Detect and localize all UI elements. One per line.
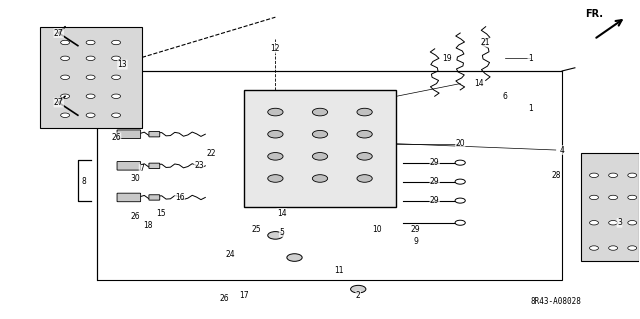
Text: 29: 29 (430, 196, 440, 205)
FancyBboxPatch shape (117, 130, 141, 138)
Circle shape (312, 175, 328, 182)
Text: 29: 29 (411, 225, 420, 234)
Circle shape (61, 40, 70, 45)
Circle shape (268, 130, 283, 138)
Circle shape (628, 195, 637, 200)
Circle shape (86, 94, 95, 99)
Text: 2: 2 (356, 291, 360, 300)
Text: 9: 9 (413, 237, 418, 246)
Circle shape (86, 75, 95, 79)
Text: 26: 26 (131, 212, 140, 221)
Polygon shape (244, 90, 396, 207)
Text: 26: 26 (111, 133, 121, 142)
Circle shape (589, 195, 598, 200)
Text: 7: 7 (139, 165, 144, 174)
Circle shape (357, 152, 372, 160)
Polygon shape (581, 153, 639, 261)
Circle shape (86, 113, 95, 117)
Circle shape (609, 173, 618, 178)
Text: 12: 12 (271, 44, 280, 53)
Circle shape (61, 113, 70, 117)
Text: 14: 14 (474, 79, 484, 88)
Circle shape (609, 195, 618, 200)
Text: 28: 28 (551, 171, 561, 180)
Circle shape (455, 179, 465, 184)
Text: 24: 24 (226, 250, 236, 259)
Circle shape (455, 198, 465, 203)
Text: 1: 1 (528, 54, 532, 63)
Circle shape (351, 286, 366, 293)
Circle shape (357, 175, 372, 182)
Text: 29: 29 (430, 177, 440, 186)
FancyBboxPatch shape (117, 161, 141, 170)
Circle shape (312, 130, 328, 138)
Circle shape (287, 254, 302, 261)
Circle shape (61, 94, 70, 99)
Circle shape (589, 173, 598, 178)
Circle shape (111, 75, 120, 79)
Text: 8: 8 (82, 177, 86, 186)
Text: 11: 11 (334, 266, 344, 275)
Text: 16: 16 (175, 193, 184, 202)
Circle shape (609, 246, 618, 250)
Circle shape (86, 40, 95, 45)
Text: 27: 27 (54, 28, 63, 38)
Text: 15: 15 (156, 209, 166, 218)
Circle shape (357, 130, 372, 138)
Circle shape (589, 220, 598, 225)
Text: 26: 26 (220, 294, 229, 303)
Text: 14: 14 (277, 209, 287, 218)
Text: 20: 20 (456, 139, 465, 148)
Text: 25: 25 (252, 225, 261, 234)
Circle shape (111, 40, 120, 45)
Text: 3: 3 (617, 218, 622, 227)
Text: 10: 10 (372, 225, 382, 234)
Text: 22: 22 (207, 149, 216, 158)
Text: 1: 1 (528, 104, 532, 113)
Circle shape (111, 113, 120, 117)
Circle shape (61, 75, 70, 79)
Text: 5: 5 (279, 228, 284, 237)
Circle shape (268, 152, 283, 160)
Text: 17: 17 (239, 291, 248, 300)
Circle shape (455, 220, 465, 225)
Circle shape (609, 220, 618, 225)
Circle shape (312, 108, 328, 116)
FancyBboxPatch shape (149, 195, 160, 200)
Circle shape (111, 56, 120, 61)
Circle shape (268, 108, 283, 116)
Text: 27: 27 (54, 98, 63, 107)
Circle shape (628, 246, 637, 250)
Text: FR.: FR. (585, 9, 603, 19)
Text: 29: 29 (430, 158, 440, 167)
FancyBboxPatch shape (149, 131, 160, 137)
Text: 23: 23 (194, 161, 204, 170)
Circle shape (61, 56, 70, 61)
Text: 21: 21 (481, 38, 490, 47)
Circle shape (628, 173, 637, 178)
Polygon shape (40, 27, 141, 128)
Text: 13: 13 (118, 60, 127, 69)
Circle shape (628, 220, 637, 225)
Circle shape (312, 152, 328, 160)
Circle shape (455, 160, 465, 165)
Circle shape (357, 108, 372, 116)
Circle shape (589, 246, 598, 250)
FancyBboxPatch shape (117, 193, 141, 202)
Text: 8R43-A08028: 8R43-A08028 (531, 297, 581, 306)
Text: 4: 4 (560, 145, 564, 154)
Text: 18: 18 (143, 221, 153, 230)
Circle shape (268, 175, 283, 182)
FancyBboxPatch shape (149, 163, 160, 168)
Circle shape (268, 232, 283, 239)
Text: 6: 6 (502, 92, 508, 101)
Text: 30: 30 (131, 174, 140, 183)
Circle shape (111, 94, 120, 99)
Text: 19: 19 (443, 54, 452, 63)
Circle shape (86, 56, 95, 61)
